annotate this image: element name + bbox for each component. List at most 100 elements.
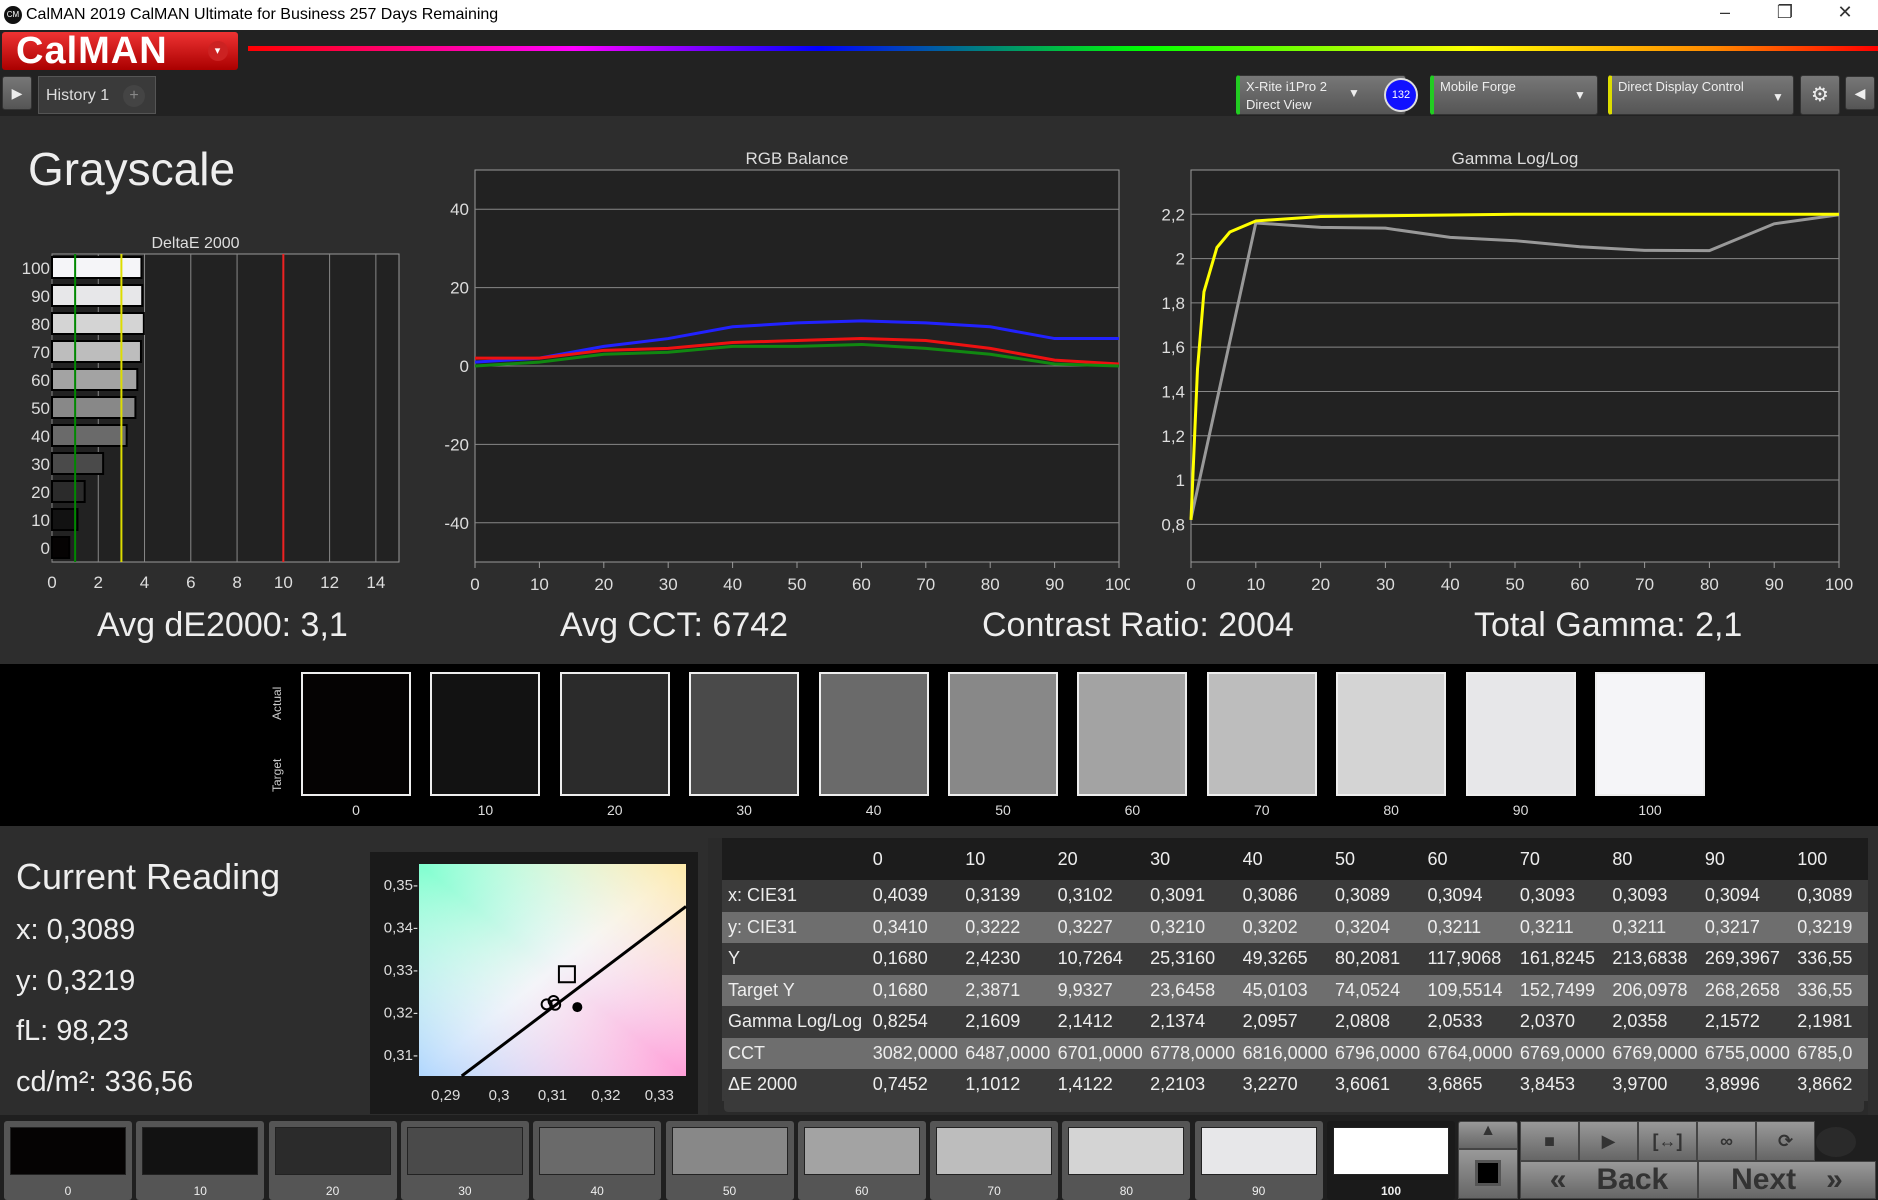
patch-swatch[interactable] [1077,672,1188,796]
patch-button[interactable]: 0 [4,1121,132,1200]
x-tick-label: 0,32 [591,1087,620,1104]
table-cell: 0,3202 [1236,911,1330,943]
table-row: Y 0,1680 2,4230 10,7264 25,3160 49,3265 80,208… [722,943,1868,975]
restore-button[interactable]: ❐ [1776,2,1794,22]
add-tab-button[interactable]: + [123,85,145,107]
patch-swatch[interactable] [301,672,411,796]
x-tick-label: 12 [320,573,339,592]
y-tick-label: 2 [1176,250,1185,269]
y-tick-label: 40 [450,200,469,219]
expand-left-button[interactable]: ▶ [2,76,32,110]
patch-button-label: 80 [1119,1184,1134,1198]
patch-swatch[interactable] [948,672,1058,796]
patch-button[interactable]: 70 [930,1121,1059,1200]
table-cell: 206,0978 [1606,974,1699,1006]
patch-button-label: 50 [722,1184,737,1198]
table-cell: 2,0370 [1513,1006,1607,1038]
patch-button[interactable]: 10 [136,1121,265,1200]
minimize-button[interactable]: – [1719,2,1730,22]
patch-label: 100 [1638,802,1662,818]
table-cell: 6701,0000 [1051,1037,1145,1069]
table-cell: 0,3102 [1051,880,1145,912]
chart-title: Gamma Log/Log [1452,149,1579,168]
patch-swatch[interactable] [1595,672,1705,796]
play-button[interactable]: ▶ [1579,1121,1638,1161]
logo-bar: CalMAN ▾ [0,30,1878,72]
table-cell: 0,3094 [1421,880,1514,912]
deltae-chart: DeltaE 2000 0 2 4 6 8 10 12 14 0 10 20 30 40 50 60 70 80 9… [22,235,400,592]
next-button[interactable]: Next » [1698,1161,1876,1199]
settings-button[interactable]: ⚙ [1800,75,1840,115]
table-cell: 6796,0000 [1329,1037,1422,1069]
meter-selector[interactable]: X-Rite i1Pro 2 Direct View ▼ [1236,75,1406,115]
collapse-right-button[interactable]: ◀ [1845,76,1875,110]
chromaticity-overlay [419,864,686,1076]
source-selector[interactable]: Mobile Forge ▼ [1430,75,1598,115]
patch-swatch[interactable] [689,672,800,796]
table-cell: 0,3093 [1606,880,1699,912]
close-button[interactable]: ✕ [1837,2,1853,22]
patch-button-label: 30 [458,1184,472,1198]
x-tick-label: 2 [94,573,103,592]
x-tick-label: 0,29 [431,1087,460,1104]
patch-button[interactable]: 100 [1327,1121,1455,1200]
patch-button[interactable]: 90 [1194,1121,1323,1200]
table-row: CCT 3082,0000 6487,0000 6701,0000 6778,0000 6… [722,1037,1868,1069]
refresh-button[interactable]: ⟳ [1756,1121,1815,1161]
back-label: Back [1596,1163,1669,1196]
table-cell: y: CIE31 [722,911,867,943]
patch-swatch[interactable] [559,672,670,796]
patch-swatch[interactable] [818,672,929,796]
table-cell: 80,2081 [1329,943,1422,975]
bar [51,312,145,335]
y-tick-label: 0,31- [384,1047,418,1064]
x-tick-label: 60 [1570,575,1589,594]
calman-menu-button[interactable]: CalMAN ▾ [2,32,238,70]
display-selector[interactable]: Direct Display Control ▼ [1608,75,1794,115]
column-header: 20 [1051,838,1145,880]
meter-badge[interactable]: 132 [1384,78,1418,112]
x-tick-label: 10 [1246,575,1265,594]
fit-button[interactable]: [↔] [1638,1121,1697,1161]
patch-label: 90 [1512,802,1529,818]
x-tick-label: 40 [1441,575,1460,594]
table-cell: 25,3160 [1144,943,1237,975]
table-cell: 6816,0000 [1236,1037,1330,1069]
patch-button-label: 20 [325,1184,340,1198]
patch-button[interactable]: 50 [665,1121,794,1200]
table-cell: 0,3222 [959,911,1052,943]
patch-preview [274,1127,391,1175]
x-tick-label: 0 [1186,575,1195,594]
patch-swatch[interactable] [1336,672,1447,796]
patch-preview [936,1127,1053,1175]
table-cell: 6785,0 [1791,1037,1868,1069]
patch-button[interactable]: 30 [400,1121,529,1200]
patch-button[interactable]: 40 [533,1121,662,1200]
display-name: Direct Display Control [1618,79,1744,94]
patch-swatch[interactable] [1465,672,1576,796]
patch-swatch[interactable] [430,672,541,796]
bar [51,256,143,279]
y-tick-label: 0,35- [384,877,418,894]
patch-button[interactable]: 60 [797,1121,926,1200]
back-button[interactable]: « Back [1520,1161,1698,1199]
gamma-chart: Gamma Log/Log 0,8 1 1,2 1,4 1,6 1,8 2 2,2 0 10 20 30… [1161,149,1853,594]
series-line [1189,212,1839,520]
table-cell: 23,6458 [1144,974,1237,1006]
y-tick-label: 90 [31,287,50,306]
tab-history-1[interactable]: History 1 [46,87,110,104]
y-tick-label: -40 [444,514,469,533]
stop-button[interactable]: ■ [1520,1121,1579,1161]
x-tick-label: 0 [470,575,479,594]
stop-large-button[interactable] [1458,1149,1518,1199]
title-bar: CM CalMAN 2019 CalMAN Ultimate for Busin… [0,0,1878,30]
patch-preview [1068,1127,1185,1175]
table-cell: 6769,0000 [1606,1037,1699,1069]
horizontal-scrollbar[interactable] [724,1094,1864,1112]
patch-button[interactable]: 20 [268,1121,397,1200]
collapse-up-button[interactable]: ▲ [1458,1121,1518,1149]
patch-button[interactable]: 80 [1062,1121,1191,1200]
patch-swatch[interactable] [1206,672,1317,796]
loop-button[interactable]: ∞ [1697,1121,1756,1161]
series-line [1189,213,1840,520]
